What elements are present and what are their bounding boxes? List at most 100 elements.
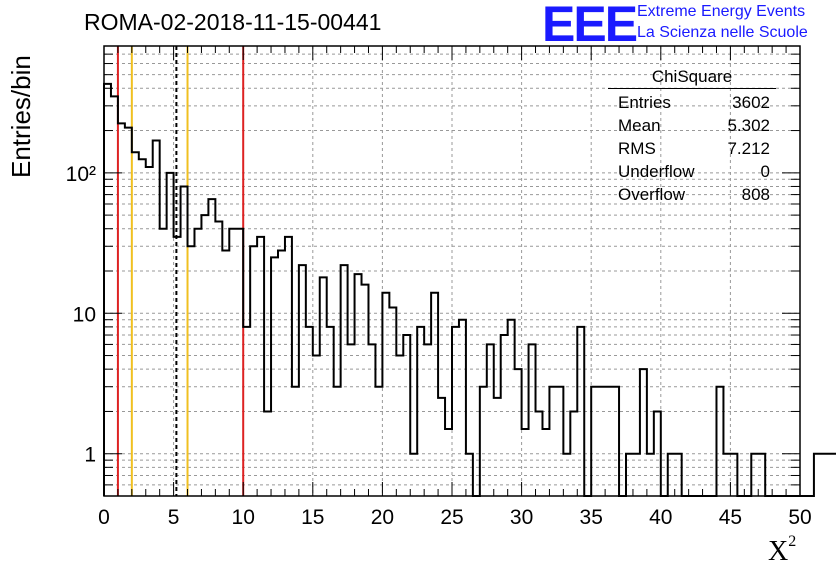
histogram-bin — [341, 265, 348, 496]
histogram-bin — [605, 387, 612, 496]
histogram-bin — [167, 173, 174, 496]
histogram-bin — [640, 369, 647, 496]
histogram-bin — [362, 285, 369, 496]
histogram-bin — [522, 429, 529, 496]
y-tick-label: 10 — [73, 303, 96, 326]
histogram-bin — [278, 250, 285, 496]
x-tick-label: 5 — [168, 506, 180, 529]
chart-title: ROMA-02-2018-11-15-00441 — [84, 9, 382, 35]
histogram-bin — [814, 454, 821, 496]
x-tick-label: 25 — [440, 506, 463, 529]
histogram-bin — [821, 454, 828, 496]
histogram-bin — [598, 387, 605, 496]
histogram-bin — [111, 96, 118, 496]
histogram-bin — [723, 454, 730, 496]
histogram-bin — [403, 335, 410, 496]
eee-logo: EEE — [542, 0, 638, 52]
histogram-bin — [292, 387, 299, 496]
histogram-bin — [668, 454, 675, 496]
x-tick-label: 20 — [371, 506, 394, 529]
stats-row-value: 5.302 — [727, 116, 770, 135]
histogram-bin — [132, 152, 139, 496]
stats-row-value: 7.212 — [727, 139, 770, 158]
histogram-bin — [410, 454, 417, 496]
histogram-bin — [327, 327, 334, 496]
logo-tagline-1: Extreme Energy Events — [637, 3, 806, 20]
x-tick-label: 10 — [232, 506, 255, 529]
histogram-bin — [306, 327, 313, 496]
histogram-bin — [480, 387, 487, 496]
logo-tagline-2: La Scienza nelle Scuole — [637, 24, 808, 41]
histogram-bin — [181, 186, 188, 496]
stats-row: Mean 5.302 — [608, 114, 776, 137]
histogram-bin — [654, 411, 661, 496]
histogram-bin — [675, 454, 682, 496]
stats-row: Overflow 808 — [608, 183, 776, 206]
x-axis-label-superscript: 2 — [788, 532, 797, 550]
stats-row: RMS 7.212 — [608, 137, 776, 160]
histogram-bin — [508, 320, 515, 496]
histogram-bin — [570, 411, 577, 496]
histogram-bin — [626, 454, 633, 496]
histogram-bin — [591, 387, 598, 496]
histogram-bin — [445, 429, 452, 496]
x-tick-label: 35 — [580, 506, 603, 529]
histogram-bin — [348, 344, 355, 496]
x-axis-label-text: X — [768, 536, 789, 567]
histogram-bin — [459, 320, 466, 496]
histogram-bin — [438, 398, 445, 496]
histogram-bin — [222, 250, 229, 496]
histogram-bin — [313, 356, 320, 496]
histogram-bin — [612, 387, 619, 496]
histogram-bin — [208, 199, 215, 496]
histogram-bin — [264, 411, 271, 496]
histogram-bin — [529, 344, 536, 496]
histogram-bin — [758, 454, 765, 496]
histogram-bin — [236, 229, 243, 496]
stats-row-name: Overflow — [618, 185, 686, 204]
histogram-bin — [563, 454, 570, 496]
stats-row-value: 808 — [741, 185, 770, 204]
histogram-bin — [716, 387, 723, 496]
histogram-bin — [146, 167, 153, 496]
stats-row-name: Underflow — [618, 162, 695, 181]
histogram-bin — [466, 454, 473, 496]
histogram-bin — [389, 307, 396, 496]
y-tick-label: 10² — [66, 163, 96, 186]
stats-row-value: 0 — [760, 162, 770, 181]
histogram-bin — [201, 215, 208, 496]
stats-row: Entries 3602 — [608, 91, 776, 114]
histogram-bin — [452, 327, 459, 496]
histogram-bin — [382, 293, 389, 496]
histogram-bin — [431, 293, 438, 496]
stats-box-title: ChiSquare — [608, 66, 776, 89]
histogram-bin — [396, 356, 403, 496]
x-tick-label: 40 — [649, 506, 672, 529]
x-tick-label: 15 — [301, 506, 324, 529]
histogram-bin — [194, 229, 201, 496]
histogram-bin — [215, 222, 222, 496]
histogram-bin — [104, 84, 111, 496]
histogram-bin — [375, 387, 382, 496]
histogram-bin — [188, 246, 195, 496]
histogram-bin — [424, 344, 431, 496]
histogram-bin — [542, 429, 549, 496]
x-axis-label: X2 — [768, 532, 797, 568]
stats-row-name: RMS — [618, 139, 656, 158]
histogram-bin — [368, 344, 375, 496]
histogram-bin — [229, 229, 236, 496]
histogram-bin — [417, 327, 424, 496]
stats-row-name: Mean — [618, 116, 661, 135]
histogram-bin — [494, 398, 501, 496]
histogram-bin — [536, 411, 543, 496]
histogram-bin — [556, 387, 563, 496]
histogram-bin — [153, 140, 160, 496]
histogram-bin — [285, 237, 292, 496]
histogram-bin — [577, 327, 584, 496]
histogram-bin — [125, 128, 132, 496]
histogram-bin — [549, 387, 556, 496]
stats-row: Underflow 0 — [608, 160, 776, 183]
histogram-bin — [174, 237, 181, 496]
x-tick-label: 45 — [719, 506, 742, 529]
histogram-bin — [257, 237, 264, 496]
